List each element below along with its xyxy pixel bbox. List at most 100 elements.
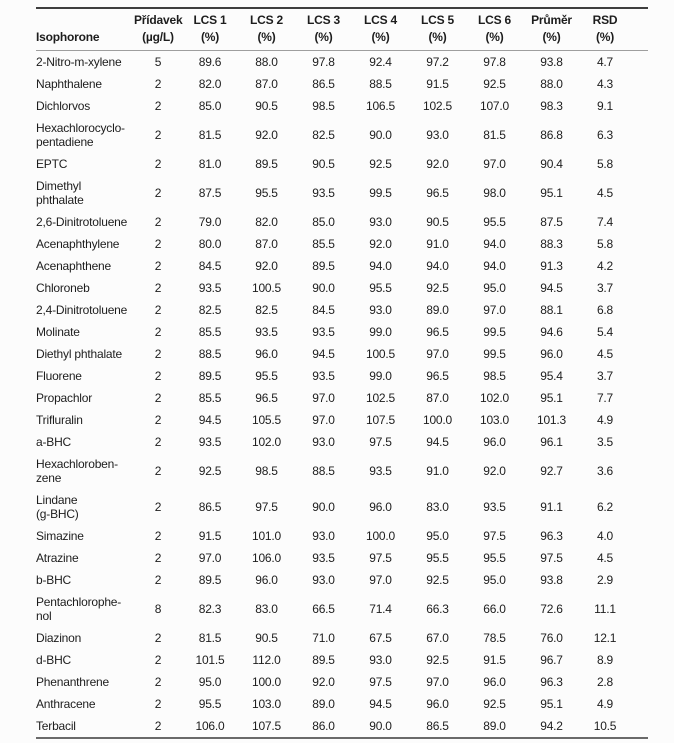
cell-prumer: 97.5 [540, 551, 563, 565]
cell-lcs3: 89.0 [312, 697, 335, 711]
cell-lcs6: 107.0 [479, 99, 510, 113]
cell-lcs3: 84.5 [312, 303, 335, 317]
cell-lcs2: 106.0 [251, 551, 282, 565]
cell-prumer: 101.3 [536, 413, 567, 427]
cell-lcs2: 90.5 [255, 631, 278, 645]
cell-lcs1: 82.0 [198, 77, 222, 91]
cell-pridavek: 2 [154, 259, 162, 273]
table-row: b-BHC 2 89.5 96.0 93.0 97.0 92.5 95.0 93.8 2.9 [36, 569, 648, 591]
cell-rsd: 3.6 [596, 464, 614, 478]
cell-lcs3: 88.5 [312, 464, 335, 478]
cell-lcs6: 99.5 [483, 325, 506, 339]
column-header-pridavek-line2: (µg/L) [134, 27, 182, 51]
cell-lcs2: 100.0 [251, 675, 282, 689]
cell-rsd: 6.2 [596, 500, 614, 514]
cell-lcs1: 106.0 [195, 719, 225, 733]
cell-pridavek: 2 [154, 77, 162, 91]
table-row: Terbacil 2 106.0 107.5 86.0 90.0 86.5 89.0 94.2 1… [36, 715, 648, 738]
cell-lcs5: 96.5 [426, 325, 449, 339]
cell-lcs3: 89.5 [312, 653, 335, 667]
cell-pridavek: 2 [154, 435, 162, 449]
cell-lcs2: 95.5 [255, 186, 278, 200]
column-header-lcs1-line1: LCS 1 [193, 13, 227, 27]
table-row: a-BHC 2 93.5 102.0 93.0 97.5 94.5 96.0 96.1 3.5 [36, 431, 648, 453]
cell-lcs2: 105.5 [251, 413, 282, 427]
cell-pridavek: 2 [154, 99, 162, 113]
cell-prumer: 95.4 [540, 369, 563, 383]
cell-prumer: 96.7 [540, 653, 563, 667]
cell-pridavek: 2 [154, 186, 162, 200]
cell-rsd: 9.1 [596, 99, 614, 113]
cell-lcs2: 92.0 [255, 259, 278, 273]
cell-lcs4: 99.0 [369, 369, 392, 383]
cell-lcs2: 98.5 [255, 464, 278, 478]
column-header-pridavek-line1: Přídavek [134, 13, 183, 27]
column-header-lcs1-line2: (%) [182, 27, 238, 51]
cell-lcs6: 81.5 [483, 128, 506, 142]
cell-compound: Lindane (g-BHC) [36, 493, 79, 521]
cell-compound: Chloroneb [36, 281, 90, 295]
cell-pridavek: 2 [154, 631, 162, 645]
cell-lcs2: 112.0 [252, 653, 281, 667]
cell-lcs3: 86.5 [312, 77, 335, 91]
cell-lcs5: 96.5 [426, 186, 449, 200]
cell-lcs4: 102.5 [365, 391, 396, 405]
cell-compound: Diethyl phthalate [36, 347, 122, 361]
cell-lcs6: 97.0 [483, 157, 506, 171]
cell-lcs3: 71.0 [312, 631, 335, 645]
cell-lcs5: 66.3 [426, 602, 449, 616]
cell-lcs5: 90.5 [426, 215, 449, 229]
column-header-rsd-line1: RSD [592, 13, 618, 27]
column-header-lcs2-line1: LCS 2 [249, 13, 283, 27]
cell-lcs1: 85.5 [198, 325, 222, 339]
cell-lcs1: 89.5 [198, 369, 222, 383]
cell-lcs4: 92.0 [369, 237, 392, 251]
cell-prumer: 98.3 [540, 99, 563, 113]
cell-prumer: 76.0 [540, 631, 563, 645]
cell-lcs4: 106.5 [365, 99, 396, 113]
cell-lcs4: 93.0 [369, 303, 392, 317]
cell-lcs5: 100.0 [422, 413, 453, 427]
cell-rsd: 12.1 [593, 631, 617, 645]
cell-lcs2: 96.5 [255, 391, 278, 405]
cell-prumer: 86.8 [540, 128, 563, 142]
cell-lcs4: 95.5 [369, 281, 392, 295]
cell-lcs2: 96.0 [255, 347, 278, 361]
cell-compound: Acenaphthene [36, 259, 112, 273]
cell-lcs5: 93.0 [426, 128, 449, 142]
cell-pridavek: 2 [154, 128, 162, 142]
column-header-lcs6-line1: LCS 6 [477, 13, 511, 27]
cell-lcs6: 99.5 [483, 347, 506, 361]
table-header: Přídavek LCS 1 LCS 2 LCS 3 LCS 4 LCS 5 LCS 6 Pr… [36, 8, 648, 51]
cell-lcs5: 92.5 [426, 653, 449, 667]
cell-lcs6: 97.8 [483, 55, 506, 69]
cell-lcs1: 95.5 [198, 697, 222, 711]
cell-compound: a-BHC [36, 435, 72, 449]
cell-rsd: 4.3 [596, 77, 614, 91]
cell-lcs2: 92.0 [255, 128, 278, 142]
cell-lcs3: 82.5 [312, 128, 335, 142]
cell-prumer: 92.7 [540, 464, 563, 478]
table-row: Hexachloroben- zene 2 92.5 98.5 88.5 93.5 91.0… [36, 453, 648, 489]
cell-lcs3: 93.5 [312, 325, 335, 339]
table-row: Molinate 2 85.5 93.5 93.5 99.0 96.5 99.5 94.6 5.4 [36, 321, 648, 343]
header-row-1: Přídavek LCS 1 LCS 2 LCS 3 LCS 4 LCS 5 LCS 6 Pr… [36, 8, 648, 27]
cell-rsd: 11.1 [594, 602, 616, 616]
cell-lcs6: 96.0 [483, 435, 506, 449]
cell-pridavek: 5 [154, 55, 162, 69]
cell-lcs5: 95.0 [426, 529, 449, 543]
cell-lcs1: 81.5 [198, 128, 222, 142]
cell-lcs3: 90.0 [312, 500, 335, 514]
cell-lcs3: 86.0 [312, 719, 335, 733]
cell-compound: Hexachlorocyclo- pentadiene [36, 121, 125, 149]
table-row: Chloroneb 2 93.5 100.5 90.0 95.5 92.5 95.0 94.5 3… [36, 277, 648, 299]
cell-lcs3: 93.5 [312, 369, 335, 383]
column-header-lcs5-line1: LCS 5 [420, 13, 454, 27]
cell-compound: Phenanthrene [36, 675, 109, 689]
cell-lcs4: 93.5 [369, 464, 392, 478]
cell-compound: 2,4-Dinitrotoluene [36, 303, 128, 317]
cell-lcs5: 94.5 [426, 435, 449, 449]
cell-pridavek: 2 [154, 369, 162, 383]
cell-rsd: 2.9 [596, 573, 614, 587]
table-row: Naphthalene 2 82.0 87.0 86.5 88.5 91.5 92.5 88.0… [36, 73, 648, 95]
